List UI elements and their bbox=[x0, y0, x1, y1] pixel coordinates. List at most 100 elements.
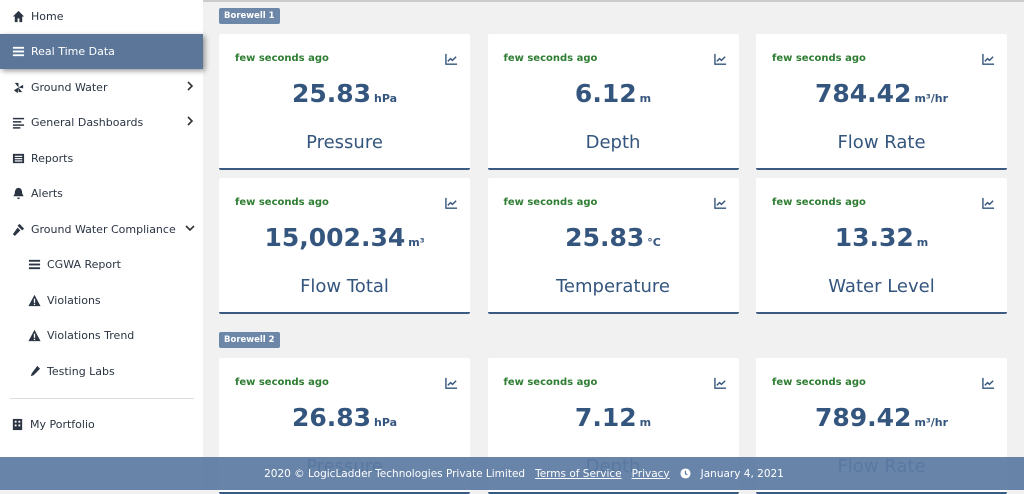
updated-time: few seconds ago bbox=[235, 377, 329, 388]
menu-item[interactable]: Reports bbox=[0, 141, 203, 176]
value-unit: m³/hr bbox=[914, 416, 949, 429]
menu-item[interactable]: Violations Trend bbox=[0, 318, 203, 353]
chart-icon[interactable] bbox=[713, 53, 727, 66]
metric-label: Water Level bbox=[828, 276, 935, 297]
menu-item[interactable]: CGWA Report bbox=[0, 247, 203, 282]
chart-icon[interactable] bbox=[982, 197, 995, 210]
metric-label: Temperature bbox=[555, 276, 671, 297]
menu-label: Real Time Data bbox=[31, 45, 115, 58]
updated-time: few seconds ago bbox=[503, 377, 598, 388]
updated-time: few seconds ago bbox=[772, 197, 866, 208]
menu-icon bbox=[12, 117, 25, 129]
menu-label: CGWA Report bbox=[47, 258, 121, 271]
value-number: 15,002.34 bbox=[264, 223, 406, 252]
updated-time: few seconds ago bbox=[235, 197, 329, 208]
menu-icon bbox=[28, 329, 41, 342]
chart-icon[interactable] bbox=[445, 197, 458, 210]
menu-item[interactable]: Testing Labs bbox=[0, 354, 203, 389]
menu-icon bbox=[12, 46, 25, 57]
menu-label: Ground Water Compliance bbox=[31, 222, 176, 236]
updated-time: few seconds ago bbox=[235, 53, 329, 64]
main-content: Borewell 1 few seconds ago 25.83 hPa Pressur… bbox=[203, 0, 1024, 494]
menu-label: Violations bbox=[47, 293, 101, 307]
menu-icon bbox=[12, 153, 25, 163]
metric-value: 15,002.34 m³ bbox=[219, 223, 470, 252]
updated-time: few seconds ago bbox=[503, 197, 598, 208]
menu-label: Reports bbox=[31, 151, 74, 165]
updated-time: few seconds ago bbox=[772, 377, 866, 388]
menu-icon bbox=[28, 259, 41, 270]
clock-icon bbox=[680, 468, 691, 479]
value-unit: m bbox=[639, 92, 652, 105]
menu-icon bbox=[28, 294, 41, 306]
metric-value: 25.83 hPa bbox=[219, 79, 470, 108]
menu-label: My Portfolio bbox=[30, 418, 95, 431]
menu-item[interactable]: My Portfolio bbox=[0, 407, 203, 442]
menu-label: Alerts bbox=[31, 187, 63, 200]
menu-icon bbox=[13, 82, 24, 93]
metric-value: 13.32 m bbox=[756, 223, 1007, 252]
metric-card[interactable]: few seconds ago 784.42 m³/hr Flow Rate bbox=[756, 34, 1007, 170]
value-number: 7.12 bbox=[574, 403, 637, 432]
section-badge: Borewell 1 bbox=[219, 8, 280, 24]
menu-label: Home bbox=[31, 9, 64, 23]
value-number: 25.83 bbox=[291, 79, 372, 108]
menu-label: Testing Labs bbox=[47, 364, 115, 378]
date: January 4, 2021 bbox=[700, 467, 784, 480]
value-unit: m³ bbox=[408, 236, 425, 249]
value-number: 784.42 bbox=[814, 79, 912, 108]
value-number: 25.83 bbox=[565, 223, 645, 252]
divider bbox=[10, 398, 194, 399]
metric-card[interactable]: few seconds ago 25.83 hPa Pressure bbox=[219, 34, 470, 170]
chevron bbox=[187, 116, 194, 126]
chart-icon[interactable] bbox=[982, 377, 995, 390]
value-unit: hPa bbox=[374, 416, 398, 429]
chevron bbox=[187, 80, 194, 91]
menu-item[interactable]: Alerts bbox=[0, 176, 203, 211]
chart-icon[interactable] bbox=[445, 53, 458, 66]
menu-item[interactable]: Ground Water Compliance bbox=[0, 212, 203, 247]
privacy-link[interactable]: Privacy bbox=[631, 467, 670, 480]
chart-icon[interactable] bbox=[713, 197, 727, 210]
chart-icon[interactable] bbox=[982, 53, 995, 66]
metric-value: 784.42 m³/hr bbox=[756, 79, 1007, 108]
value-number: 789.42 bbox=[814, 403, 912, 432]
value-unit: m bbox=[916, 236, 929, 249]
menu-icon bbox=[12, 418, 23, 431]
metric-card[interactable]: few seconds ago 13.32 m Water Level bbox=[756, 178, 1007, 314]
metric-value: 25.83 °C bbox=[488, 223, 739, 252]
updated-time: few seconds ago bbox=[772, 53, 866, 64]
menu-icon bbox=[12, 10, 25, 22]
metric-value: 789.42 m³/hr bbox=[756, 403, 1007, 432]
metric-label: Flow Total bbox=[300, 276, 389, 297]
value-unit: hPa bbox=[374, 92, 398, 105]
metric-label: Depth bbox=[585, 132, 641, 153]
metric-value: 26.83 hPa bbox=[219, 403, 470, 432]
footer: 2020 © LogicLadder Technologies Private … bbox=[0, 457, 1024, 490]
menu-icon bbox=[12, 223, 25, 236]
chevron bbox=[185, 224, 195, 231]
chart-icon[interactable] bbox=[713, 377, 727, 390]
value-unit: °C bbox=[647, 236, 661, 249]
metric-card[interactable]: few seconds ago 15,002.34 m³ Flow Total bbox=[219, 178, 470, 314]
menu-label: Ground Water bbox=[31, 80, 108, 94]
menu-icon bbox=[30, 365, 41, 376]
updated-time: few seconds ago bbox=[503, 53, 598, 64]
metric-value: 7.12 m bbox=[488, 403, 739, 432]
metric-label: Pressure bbox=[306, 132, 383, 153]
chart-icon[interactable] bbox=[445, 377, 458, 390]
metric-value: 6.12 m bbox=[488, 79, 739, 108]
menu-item[interactable]: Home bbox=[0, 0, 203, 34]
menu-item[interactable]: Violations bbox=[0, 283, 203, 318]
copyright: 2020 © LogicLadder Technologies Private … bbox=[264, 467, 526, 480]
value-unit: m³/hr bbox=[914, 92, 949, 105]
menu-item[interactable]: General Dashboards bbox=[0, 105, 203, 140]
menu-item[interactable]: Ground Water bbox=[0, 70, 203, 105]
value-unit: m bbox=[639, 416, 652, 429]
metric-card[interactable]: few seconds ago 6.12 m Depth bbox=[487, 34, 739, 170]
terms-link[interactable]: Terms of Service bbox=[535, 467, 622, 480]
menu-label: Violations Trend bbox=[47, 329, 135, 342]
metric-card[interactable]: few seconds ago 25.83 °C Temperature bbox=[487, 178, 739, 314]
menu-item[interactable]: Real Time Data bbox=[0, 34, 203, 69]
